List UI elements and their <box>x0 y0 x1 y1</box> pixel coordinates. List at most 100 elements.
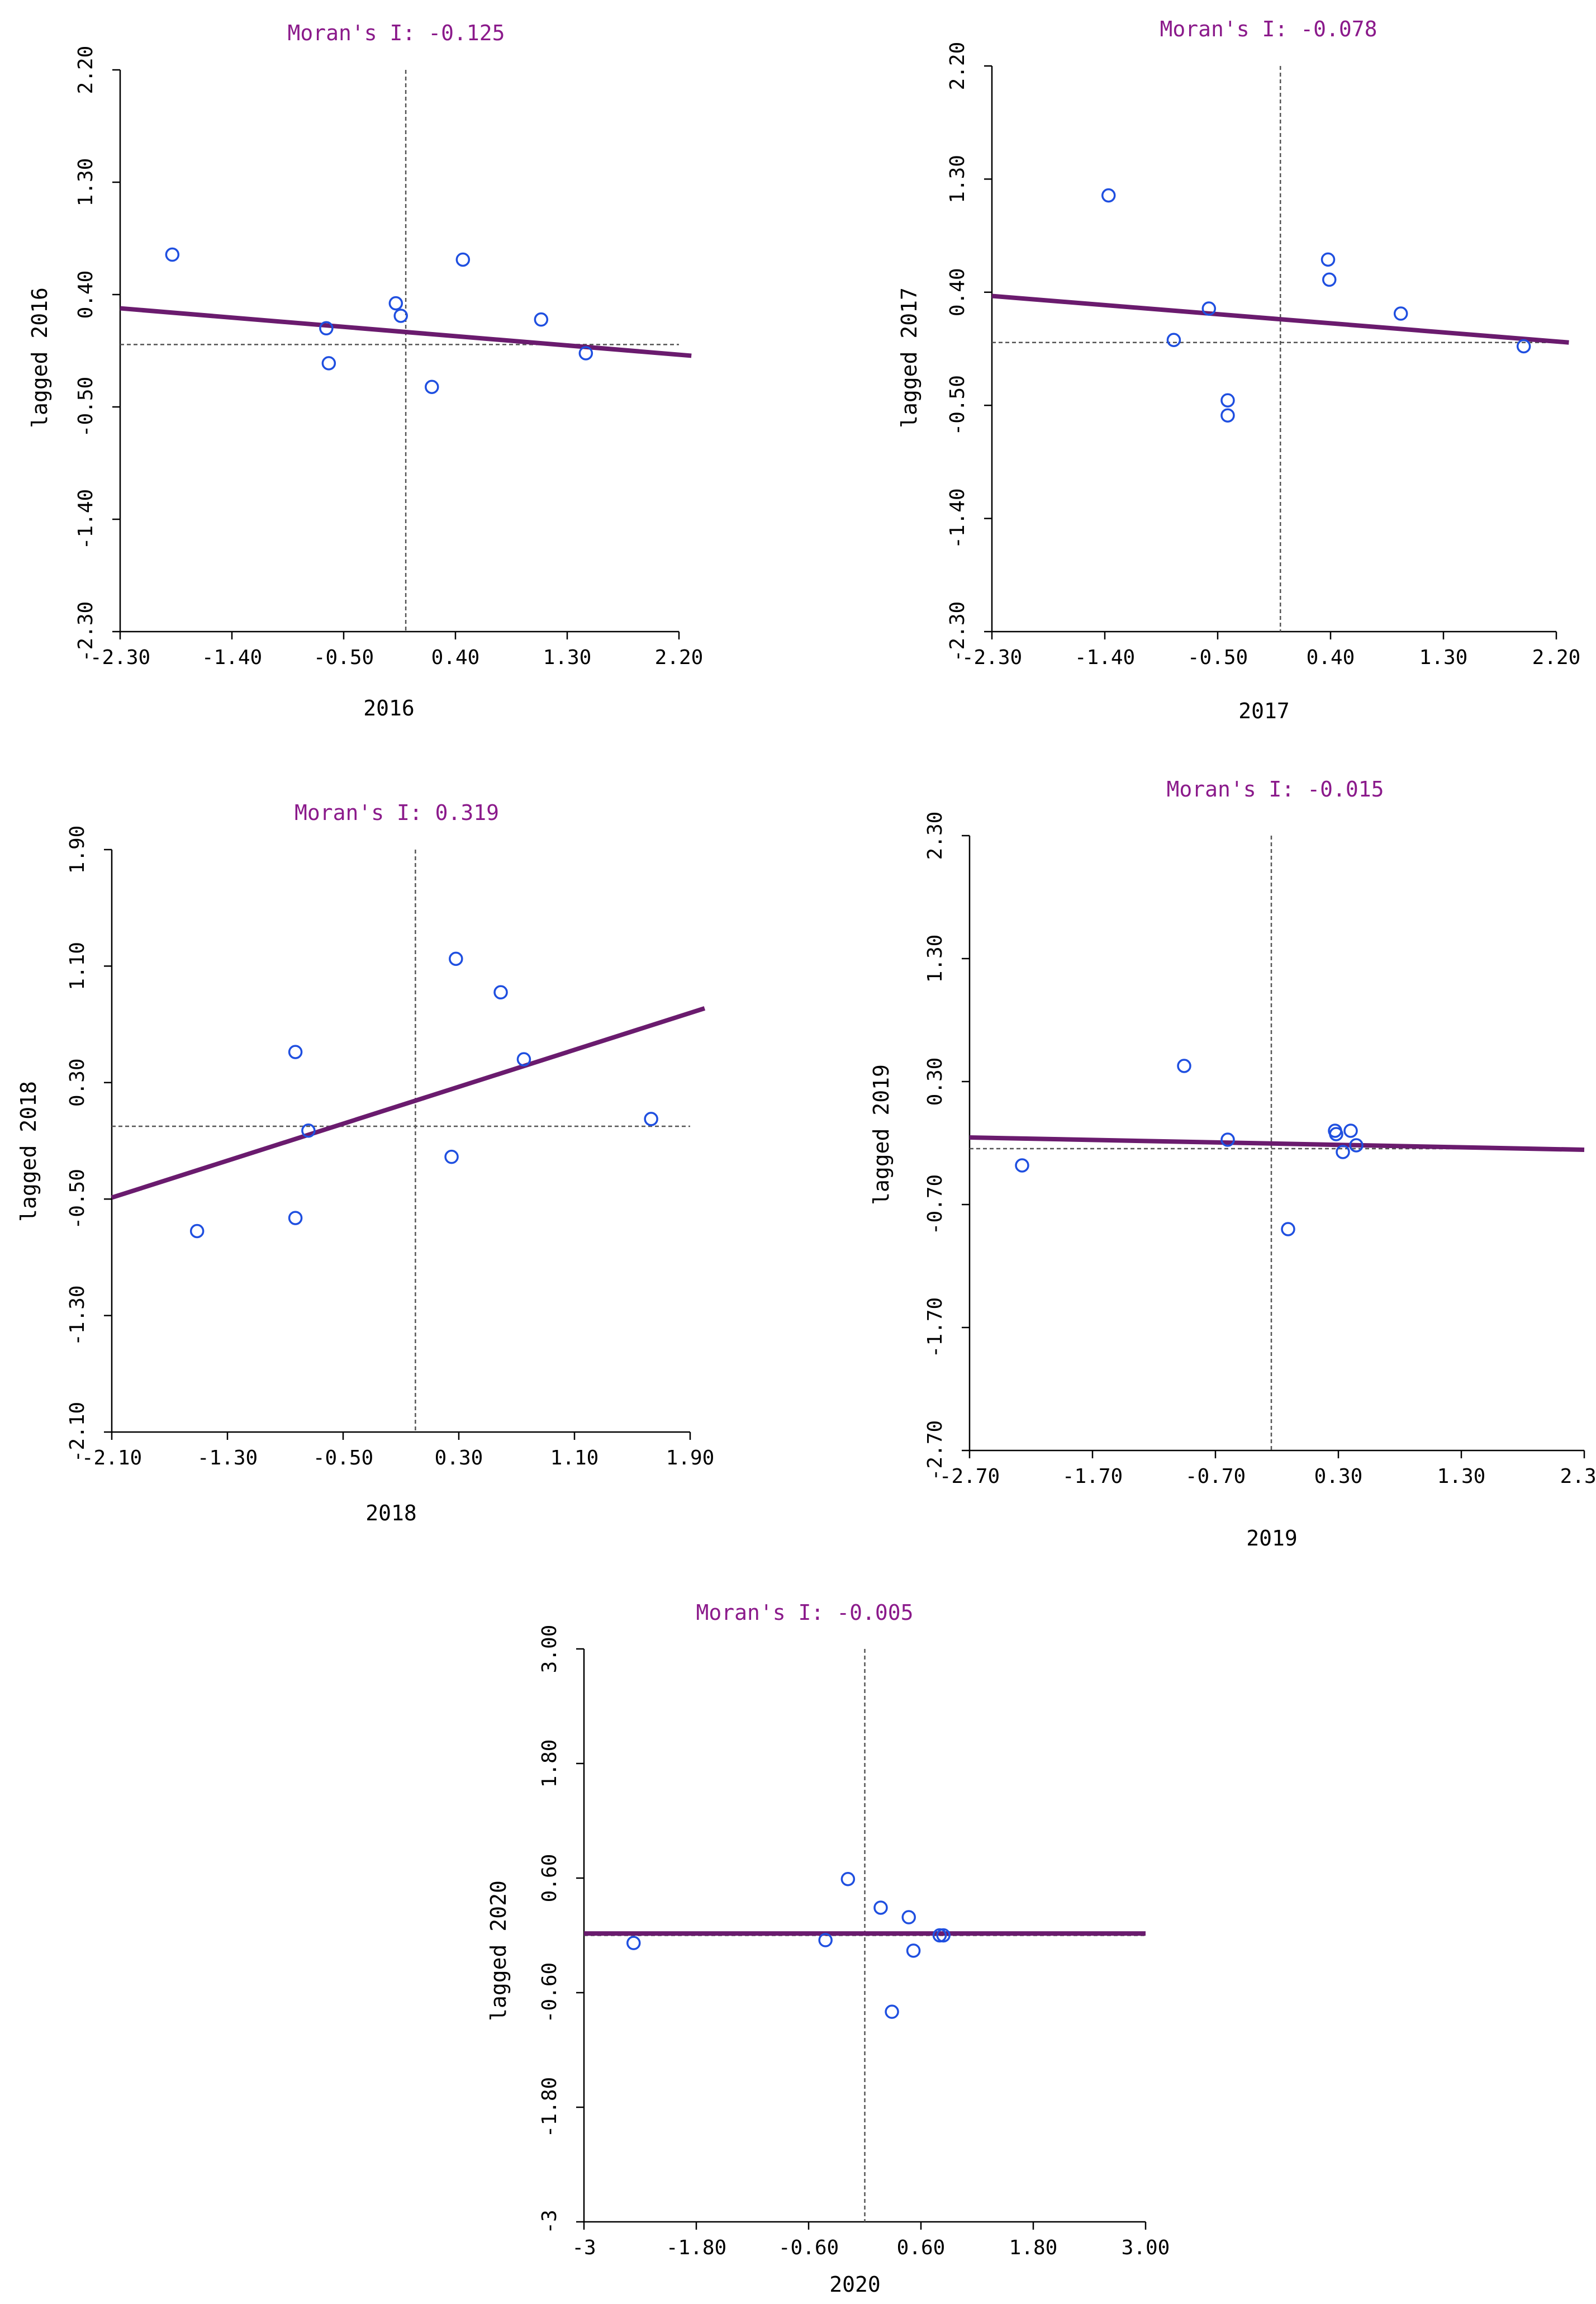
y-tick-label: -0.50 <box>66 1169 89 1229</box>
data-point <box>189 1224 205 1239</box>
regression-line <box>991 293 1569 345</box>
data-point <box>644 1112 658 1126</box>
y-tick-label: 0.30 <box>924 1058 947 1106</box>
x-tick-label: -0.50 <box>313 1447 373 1469</box>
y-tick-label: 0.40 <box>946 268 969 316</box>
data-point <box>393 309 408 323</box>
y-tick-label: -2.30 <box>74 601 97 662</box>
x-tick-label: -0.70 <box>1185 1465 1246 1488</box>
plot-area: -2.30 -1.40 -0.50 0.40 1.30 2.20 -2.30 -1.40 -0.… <box>74 46 703 669</box>
y-tick-label: 2.30 <box>924 812 947 860</box>
panel-2016: Moran's I: -0.125 2016 lagged 2016 -2.30… <box>27 21 703 720</box>
x-tick-label: -1.40 <box>202 646 262 669</box>
x-tick-label: 3.00 <box>1122 2236 1170 2259</box>
chart-title: Moran's I: -0.125 <box>288 21 505 45</box>
chart-title: Moran's I: -0.005 <box>696 1600 914 1625</box>
y-tick-label: -2.70 <box>924 1420 947 1481</box>
y-tick-label: 0.30 <box>66 1058 89 1107</box>
data-point <box>444 1149 459 1164</box>
data-point <box>1393 306 1408 321</box>
panel-2019: Moran's I: -0.015 2019 lagged 2019 -2.70… <box>869 777 1596 1551</box>
data-point <box>288 1211 303 1225</box>
x-tick-label: -0.60 <box>778 2236 839 2259</box>
y-axis-label: lagged 2017 <box>897 287 922 428</box>
data-point <box>901 1910 916 1924</box>
x-tick-label: 0.40 <box>1307 646 1355 669</box>
x-tick-label: -2.70 <box>939 1465 1000 1488</box>
data-point <box>493 985 508 1000</box>
data-point <box>1281 1222 1295 1236</box>
x-tick-label: 1.10 <box>550 1447 599 1469</box>
data-point <box>1343 1123 1358 1138</box>
y-tick-label: -1.40 <box>946 488 969 548</box>
data-point <box>455 252 471 267</box>
x-tick-label: 0.40 <box>431 646 480 669</box>
data-point <box>873 1900 888 1915</box>
data-point <box>1220 393 1235 407</box>
y-tick-label: -1.30 <box>66 1285 89 1345</box>
x-tick-label: -1.70 <box>1062 1465 1123 1488</box>
data-point <box>425 380 439 395</box>
data-point <box>1201 301 1217 316</box>
regression-line <box>120 306 692 358</box>
x-axis-label: 2018 <box>365 1501 417 1525</box>
x-tick-label: -2.10 <box>82 1447 142 1469</box>
x-tick-label: 0.30 <box>435 1447 483 1469</box>
data-point <box>1101 188 1116 203</box>
y-tick-label: 1.80 <box>538 1739 561 1788</box>
x-tick-label: 0.30 <box>1314 1465 1363 1488</box>
x-tick-label: 1.30 <box>1437 1465 1486 1488</box>
panel-2017: Moran's I: -0.078 2017 lagged 2017 -2.30… <box>897 17 1580 723</box>
plot-area: -3 -1.80 -0.60 0.60 1.80 3.00 -3 -1.80 -0.60 0.60… <box>538 1625 1170 2259</box>
x-tick-label: 1.80 <box>1009 2236 1058 2259</box>
y-tick-label: 1.30 <box>924 935 947 983</box>
data-point <box>818 1933 833 1947</box>
data-point <box>936 1928 951 1943</box>
data-point <box>1177 1059 1191 1073</box>
data-point <box>319 321 334 336</box>
x-tick-label: -1.30 <box>197 1447 258 1469</box>
data-point <box>516 1052 531 1066</box>
data-point <box>1322 272 1337 287</box>
data-point <box>449 951 463 966</box>
data-point <box>1015 1158 1029 1173</box>
plot-area: -2.10 -1.30 -0.50 0.30 1.10 1.90 -2.10 -1.30 -0.… <box>66 826 714 1469</box>
data-point <box>906 1943 921 1958</box>
x-tick-label: 1.30 <box>1419 646 1468 669</box>
plot-area: -2.70 -1.70 -0.70 0.30 1.30 2.30 -2.70 -1.70 -0.… <box>924 812 1596 1488</box>
y-tick-label: 2.20 <box>74 46 97 94</box>
data-point <box>932 1928 947 1943</box>
y-tick-label: -1.40 <box>74 489 97 549</box>
y-tick-label: 1.30 <box>74 158 97 207</box>
y-axis-label: lagged 2020 <box>486 1880 511 2021</box>
data-point <box>321 356 336 371</box>
plot-area: -2.30 -1.40 -0.50 0.40 1.30 2.20 -2.30 -1.40 -0.… <box>946 42 1580 669</box>
x-axis-label: 2016 <box>363 696 415 720</box>
data-point <box>301 1123 316 1138</box>
regression-line <box>969 1135 1585 1152</box>
x-tick-label: 1.90 <box>666 1447 715 1469</box>
x-tick-label: -2.30 <box>90 646 150 669</box>
y-axis-label: lagged 2016 <box>27 287 52 428</box>
x-tick-label: 2.30 <box>1560 1465 1596 1488</box>
y-tick-label: 1.10 <box>66 942 89 990</box>
data-point <box>165 247 180 262</box>
data-point <box>1220 1132 1235 1147</box>
x-tick-label: 2.20 <box>655 646 704 669</box>
y-tick-label: 1.30 <box>946 155 969 203</box>
y-tick-label: 2.20 <box>946 42 969 91</box>
x-tick-label: -1.80 <box>666 2236 726 2259</box>
y-tick-label: 1.90 <box>66 826 89 874</box>
y-tick-label: -0.50 <box>74 377 97 437</box>
y-axis-label: lagged 2019 <box>869 1064 894 1205</box>
data-point <box>885 2004 899 2019</box>
x-tick-label: -0.50 <box>1188 646 1248 669</box>
data-point <box>626 1936 641 1950</box>
x-axis-label: 2019 <box>1246 1526 1298 1551</box>
x-tick-label: 0.60 <box>897 2236 946 2259</box>
panel-2018: Moran's I: 0.319 2018 lagged 2018 -2.10-… <box>16 800 714 1525</box>
x-tick-label: 2.20 <box>1532 646 1581 669</box>
data-point <box>388 296 403 311</box>
x-tick-label: -2.30 <box>962 646 1022 669</box>
